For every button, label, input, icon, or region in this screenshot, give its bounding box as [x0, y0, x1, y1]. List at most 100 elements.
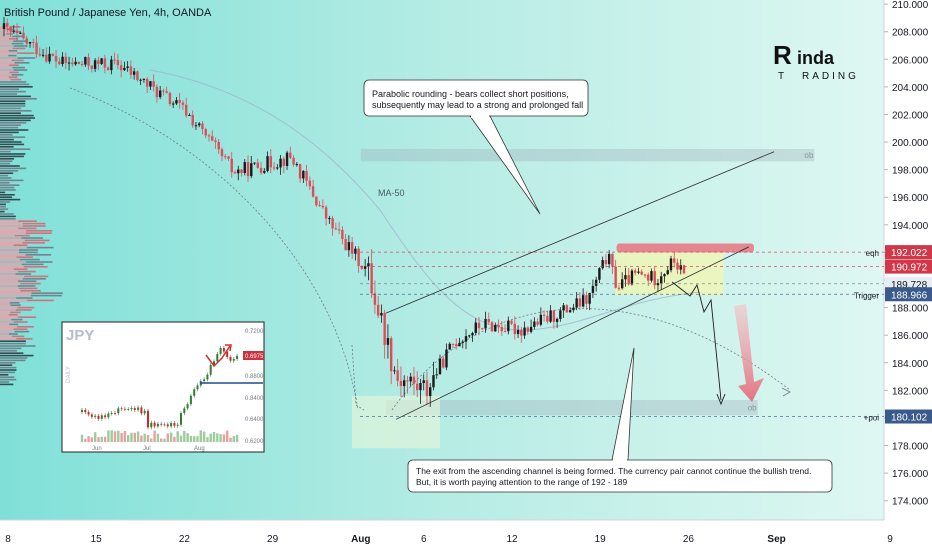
volume-profile-bar-79 [0, 215, 16, 218]
volume-profile-bar-warm-107 [0, 282, 21, 285]
x-tick-label-3: 29 [267, 534, 279, 545]
inset-volume-12 [120, 432, 123, 442]
candle-body-8 [28, 41, 32, 44]
volume-profile [0, 26, 63, 386]
volume-profile-bar-71 [0, 196, 13, 198]
candle-body-114 [373, 293, 377, 305]
candle-body-163 [533, 321, 536, 327]
candle-body-190 [620, 279, 624, 289]
volume-profile-bar-warm-92 [0, 246, 27, 249]
inset-candle-1 [84, 409, 87, 413]
y-tick-label-11: 196.000 [892, 193, 929, 204]
annotation-callout-2[interactable]: The exit from the ascending channel is b… [407, 347, 833, 493]
price-axis-background [884, 0, 932, 550]
volume-profile-bar-warm-95 [0, 254, 26, 256]
candle-body-161 [526, 327, 530, 332]
candle-body-74 [243, 162, 246, 173]
inset-volume-28 [173, 436, 176, 442]
x-tick-label-0: 8 [5, 534, 11, 545]
candle-body-49 [162, 90, 165, 92]
volume-profile-bar-143 [0, 369, 17, 371]
projected-path [671, 281, 722, 401]
volume-profile-bar-41 [0, 124, 21, 126]
candle-body-61 [201, 123, 204, 130]
volume-profile-bar-144 [0, 371, 16, 374]
candle-body-42 [139, 79, 142, 81]
candle-body-191 [624, 275, 627, 280]
curve-arrow-head [781, 387, 791, 397]
candle-body-146 [477, 322, 481, 329]
inset-candle-42 [219, 347, 222, 354]
inset-candle-33 [189, 395, 192, 405]
candle-body-37 [123, 67, 126, 71]
inset-candle-0 [81, 409, 83, 412]
volume-profile-bar-warm-88 [0, 237, 22, 239]
candle-body-51 [168, 92, 172, 105]
volume-profile-bar-warm-126 [0, 328, 14, 330]
inset-candle-34 [193, 389, 196, 396]
inset-volume-31 [183, 430, 186, 442]
candle-body-86 [282, 158, 286, 166]
candle-body-97 [318, 205, 321, 207]
y-tick-label-1: 176.000 [892, 469, 929, 480]
time-axis[interactable]: 8 15 22 29 Aug 6 12 19 26 Sep 9 [5, 534, 893, 545]
volume-profile-bar-warm-13 [0, 57, 18, 59]
volume-profile-bar-warm-5 [0, 38, 10, 40]
volume-profile-bar-58 [0, 165, 20, 167]
ma-50-line [149, 69, 701, 331]
volume-profile-bar-warm-111 [0, 292, 32, 294]
volume-profile-bar-147 [0, 378, 17, 381]
candle-body-145 [474, 322, 477, 333]
y-tick-label-18: 210.000 [892, 0, 929, 11]
candle-body-128 [419, 383, 422, 391]
candle-body-137 [448, 343, 451, 350]
inset-red-arrow-head [225, 344, 232, 352]
inset-volume-14 [127, 435, 130, 442]
inset-volume-41 [216, 433, 219, 442]
inset-volume-45 [229, 437, 232, 442]
inset-candle-23 [156, 423, 159, 427]
inset-candle-17 [137, 407, 140, 410]
volume-profile-bar-47 [0, 138, 14, 141]
volume-profile-bar-warm-108 [0, 285, 18, 287]
volume-profile-bar-75 [0, 206, 6, 208]
candle-body-60 [198, 123, 201, 126]
ma-50-label: MA-50 [378, 188, 405, 198]
y-tick-label-13: 200.000 [892, 138, 929, 149]
y-tick-label-0: 174.000 [892, 497, 929, 508]
x-tick-label-10: 9 [887, 534, 893, 545]
candle-body-65 [214, 140, 217, 142]
volume-profile-bar-23 [0, 81, 27, 83]
candle-body-70 [230, 158, 233, 173]
candle-body-100 [328, 218, 331, 220]
candle-body-136 [445, 349, 448, 368]
rlinda-trading-logo: R inda T RADING [773, 40, 856, 82]
candles-layer [2, 16, 686, 407]
candle-body-109 [357, 248, 360, 266]
volume-profile-bar-49 [0, 143, 25, 146]
volume-profile-bar-warm-123 [0, 321, 14, 323]
candle-body-113 [370, 263, 373, 294]
volume-profile-bar-44 [0, 131, 19, 134]
inset-candle-40 [213, 361, 215, 365]
candle-body-132 [432, 375, 435, 388]
inset-candle-35 [196, 385, 199, 390]
candle-body-15 [51, 53, 55, 56]
candle-body-143 [468, 335, 471, 337]
candle-body-55 [181, 102, 185, 105]
candle-body-131 [429, 387, 432, 397]
x-tick-label-9: Sep [767, 534, 785, 545]
price-axis[interactable]: 174.000176.000178.000180.000182.000184.0… [884, 0, 929, 508]
candle-body-35 [116, 60, 120, 66]
price-tag-bg-1 [885, 259, 932, 274]
annotation-callout-1[interactable]: Parabolic rounding - bears collect short… [363, 79, 589, 215]
volume-profile-bar-45 [0, 134, 13, 136]
candle-body-83 [272, 167, 276, 169]
y-tick-label-12: 198.000 [892, 166, 929, 177]
candle-body-181 [591, 285, 595, 293]
volume-profile-bar-132 [0, 342, 26, 345]
x-tick-label-4: Aug [351, 534, 370, 545]
candle-body-135 [442, 358, 445, 368]
